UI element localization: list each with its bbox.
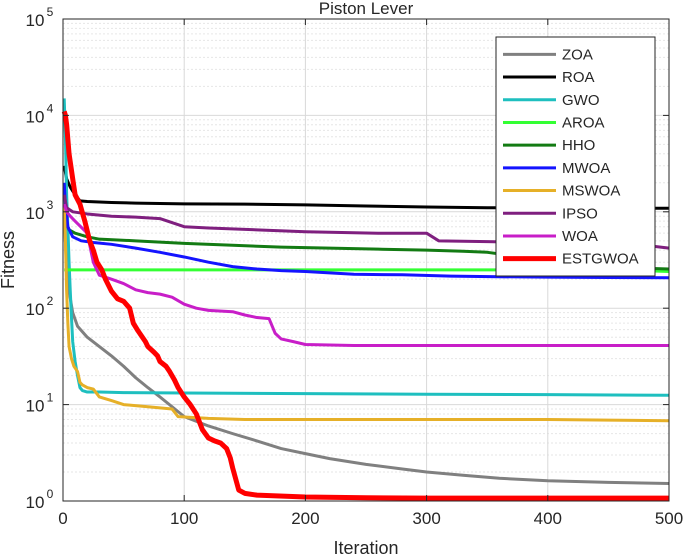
x-tick-label: 200 [291, 509, 319, 528]
x-tick-label: 400 [534, 509, 562, 528]
legend-label: MSWOA [562, 183, 620, 200]
legend-items: ZOA ROA GWO AROA HHO MWOA MSWOA IPSO WOA ESTGWOA [503, 46, 639, 268]
y-tick-exponent: 4 [47, 101, 54, 115]
legend-item-gwo: GWO [503, 92, 600, 109]
legend-label: MWOA [562, 160, 610, 177]
y-tick-label: 10 [26, 107, 45, 126]
legend-label: IPSO [562, 205, 598, 222]
legend-item-woa: WOA [503, 228, 598, 245]
legend: ZOA ROA GWO AROA HHO MWOA MSWOA IPSO WOA ESTGWOA [495, 36, 656, 277]
y-tick-exponent: 3 [47, 198, 54, 212]
y-tick-label: 10 [26, 493, 45, 512]
legend-label: AROA [562, 114, 605, 131]
legend-item-ipso: IPSO [503, 205, 598, 222]
chart-title: Piston Lever [319, 0, 414, 18]
legend-item-hho: HHO [503, 137, 595, 154]
plot-area-border [62, 18, 670, 502]
legend-item-aroa: AROA [503, 114, 605, 131]
legend-label: GWO [562, 92, 600, 109]
y-tick-label: 10 [26, 204, 45, 223]
legend-item-zoa: ZOA [503, 46, 593, 63]
legend-item-estgwoa: ESTGWOA [503, 251, 639, 268]
legend-item-mswoa: MSWOA [503, 183, 620, 200]
y-axis-label: Fitness [0, 231, 18, 289]
y-tick-exponent: 2 [47, 294, 54, 308]
legend-label: ESTGWOA [562, 251, 639, 268]
y-tick-label: 10 [26, 300, 45, 319]
x-tick-label: 300 [412, 509, 440, 528]
legend-label: HHO [562, 137, 595, 154]
x-tick-label: 0 [58, 509, 67, 528]
series-line-mswoa [62, 204, 670, 423]
x-tick-label: 500 [655, 509, 683, 528]
legend-item-mwoa: MWOA [503, 160, 610, 177]
y-tick-exponent: 0 [47, 487, 54, 501]
y-tick-label: 10 [26, 11, 45, 30]
legend-label: WOA [562, 228, 598, 245]
legend-label: ROA [562, 69, 595, 86]
legend-item-roa: ROA [503, 69, 595, 86]
x-axis-label: Iteration [333, 538, 398, 557]
y-tick-exponent: 5 [47, 5, 54, 19]
legend-label: ZOA [562, 46, 593, 63]
y-tick-label: 10 [26, 397, 45, 416]
series-line-mwoa [62, 182, 670, 280]
y-tick-exponent: 1 [47, 391, 54, 405]
tick-marks [62, 18, 670, 502]
series-line-estgwoa [61, 110, 669, 501]
x-tick-label: 100 [170, 509, 198, 528]
x-tick-labels: 0 100 200 300 400 500 [58, 509, 683, 528]
